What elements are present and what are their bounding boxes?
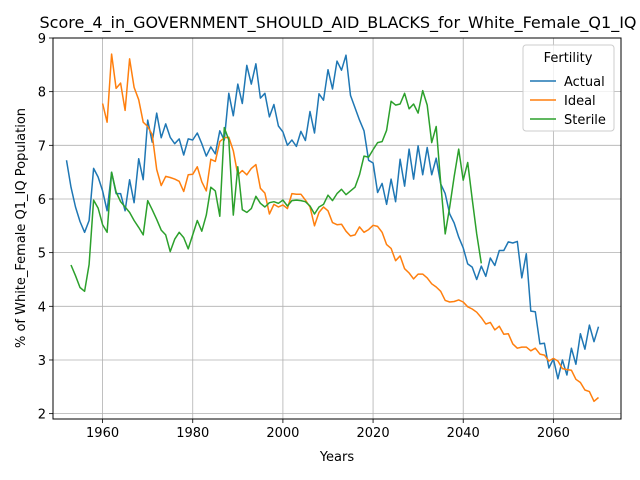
y-tick-label: 7	[38, 139, 46, 154]
y-tick-label: 3	[38, 354, 46, 369]
y-axis-label: % of White_Female Q1_IQ Population	[14, 108, 29, 348]
y-tick-label: 4	[38, 300, 46, 315]
series-line-sterile	[70, 89, 483, 293]
plot-frame	[52, 37, 622, 420]
series-line-ideal	[101, 53, 599, 403]
legend-items: Actual Ideal Sterile	[530, 75, 606, 128]
legend-title: Fertility	[544, 51, 593, 66]
x-axis-label: Years	[319, 450, 355, 465]
y-tick-label: 2	[38, 408, 46, 423]
y-tick-label: 5	[38, 247, 46, 262]
x-tick-label: 2020	[357, 426, 390, 441]
legend: Fertility Actual Ideal Sterile	[522, 44, 615, 132]
legend-label-actual: Actual	[564, 75, 605, 90]
legend-box	[522, 44, 615, 132]
x-tick-label: 1960	[86, 426, 119, 441]
x-ticks: 1960 1980 2000 2020 2040 2060	[86, 419, 570, 441]
y-tick-label: 8	[38, 86, 46, 101]
x-tick-label: 2060	[537, 426, 570, 441]
chart-title: Score_4_in_GOVERNMENT_SHOULD_AID_BLACKS_…	[40, 13, 637, 33]
x-tick-label: 1980	[176, 426, 209, 441]
y-tick-label: 9	[38, 32, 46, 47]
series-line-actual	[65, 54, 600, 380]
legend-label-ideal: Ideal	[564, 94, 596, 109]
series-lines	[65, 53, 600, 403]
y-tick-label: 6	[38, 193, 46, 208]
x-tick-label: 2000	[266, 426, 299, 441]
y-ticks: 2 3 4 5 6 7 8 9	[38, 32, 53, 423]
legend-label-sterile: Sterile	[564, 113, 606, 128]
x-tick-label: 2040	[447, 426, 480, 441]
